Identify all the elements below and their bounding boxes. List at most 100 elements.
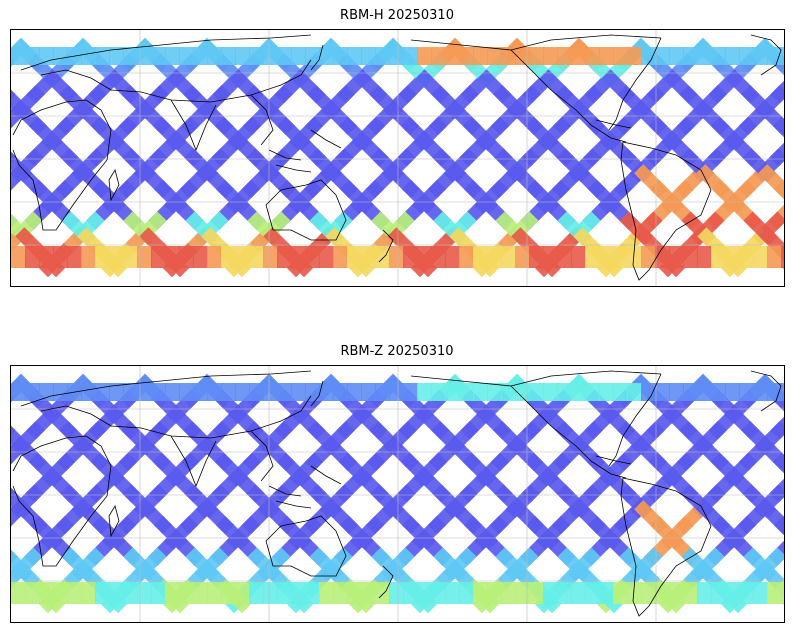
band-cell: [767, 246, 782, 268]
band-cell: [459, 246, 474, 268]
coastline: [250, 430, 274, 482]
band-cell: [599, 582, 614, 604]
band-cell: [403, 47, 418, 65]
coastline: [310, 44, 324, 71]
graticule: [11, 30, 784, 286]
band-cell: [25, 246, 40, 268]
band-cell: [25, 47, 40, 65]
band-cell: [781, 383, 784, 401]
band-cell: [165, 47, 180, 65]
band-cell: [263, 246, 278, 268]
band-cell: [263, 47, 278, 65]
coastline: [620, 141, 712, 281]
band-cell: [543, 582, 558, 604]
band-cell: [221, 246, 236, 268]
band-cell: [277, 47, 292, 65]
band-cell: [767, 383, 782, 401]
band-cell: [137, 47, 152, 65]
band-cell: [333, 383, 348, 401]
band-cell: [375, 582, 390, 604]
band-cell: [417, 246, 432, 268]
band-cell: [53, 582, 68, 604]
band-cell: [725, 246, 740, 268]
coastline: [20, 370, 312, 407]
band-cell: [417, 383, 432, 401]
band-cell: [221, 582, 236, 604]
band-cell: [11, 246, 26, 268]
band-cell: [641, 383, 656, 401]
band-cell: [487, 383, 502, 401]
coastline: [410, 370, 662, 387]
band-cell: [557, 582, 572, 604]
swath-segment: [771, 389, 784, 412]
band-cell: [95, 47, 110, 65]
band-cell: [319, 383, 334, 401]
band-cell: [123, 246, 138, 268]
coastline: [310, 465, 342, 485]
band-cell: [361, 47, 376, 65]
band-cell: [683, 246, 698, 268]
band-cell: [781, 582, 784, 604]
band-cell: [599, 246, 614, 268]
band-cell: [207, 383, 222, 401]
band-cell: [25, 383, 40, 401]
coastline: [510, 385, 627, 479]
band-cell: [249, 47, 264, 65]
band-cell: [249, 246, 264, 268]
band-cell: [515, 246, 530, 268]
coastline: [268, 149, 302, 161]
band-cell: [473, 47, 488, 65]
band-cell: [39, 246, 54, 268]
band-cell: [179, 383, 194, 401]
swath-tracks: [11, 373, 784, 614]
coastline: [510, 49, 627, 143]
coastlines: [12, 34, 782, 281]
coastline: [750, 34, 782, 76]
band-cell: [305, 383, 320, 401]
swath-segment: [772, 452, 784, 474]
band-cell: [725, 47, 740, 65]
band-cell: [753, 582, 768, 604]
band-cell: [683, 582, 698, 604]
coastline: [750, 370, 782, 412]
band-cell: [137, 383, 152, 401]
band-cell: [781, 47, 784, 65]
band-cell: [585, 47, 600, 65]
coastline: [268, 485, 302, 497]
band-cell: [11, 47, 26, 65]
band-cell: [193, 383, 208, 401]
band-cell: [193, 47, 208, 65]
band-cell: [137, 246, 152, 268]
band-cell: [347, 246, 362, 268]
band-cell: [487, 582, 502, 604]
swath-segment: [773, 515, 784, 536]
top-panel-title: RBM-H 20250310: [340, 8, 454, 23]
band-cell: [333, 47, 348, 65]
band-cell: [669, 582, 684, 604]
band-cell: [39, 582, 54, 604]
swath-segment: [771, 53, 784, 76]
swath-segment: [773, 179, 784, 200]
band-cell: [445, 582, 460, 604]
band-cell: [179, 47, 194, 65]
band-cell: [95, 582, 110, 604]
bottom-map: [10, 365, 785, 623]
band-cell: [781, 246, 784, 268]
band-cell: [529, 383, 544, 401]
band-cell: [767, 582, 782, 604]
swath-segment: [11, 563, 27, 589]
band-cell: [305, 47, 320, 65]
band-cell: [445, 47, 460, 65]
band-cell: [627, 582, 642, 604]
band-cell: [291, 582, 306, 604]
band-cell: [585, 383, 600, 401]
band-cell: [487, 47, 502, 65]
band-cell: [389, 246, 404, 268]
band-cell: [109, 246, 124, 268]
band-cell: [361, 383, 376, 401]
swath-segment: [11, 500, 28, 527]
graticule: [11, 366, 784, 622]
band-cell: [627, 246, 642, 268]
coastline: [265, 179, 347, 241]
band-cell: [739, 383, 754, 401]
